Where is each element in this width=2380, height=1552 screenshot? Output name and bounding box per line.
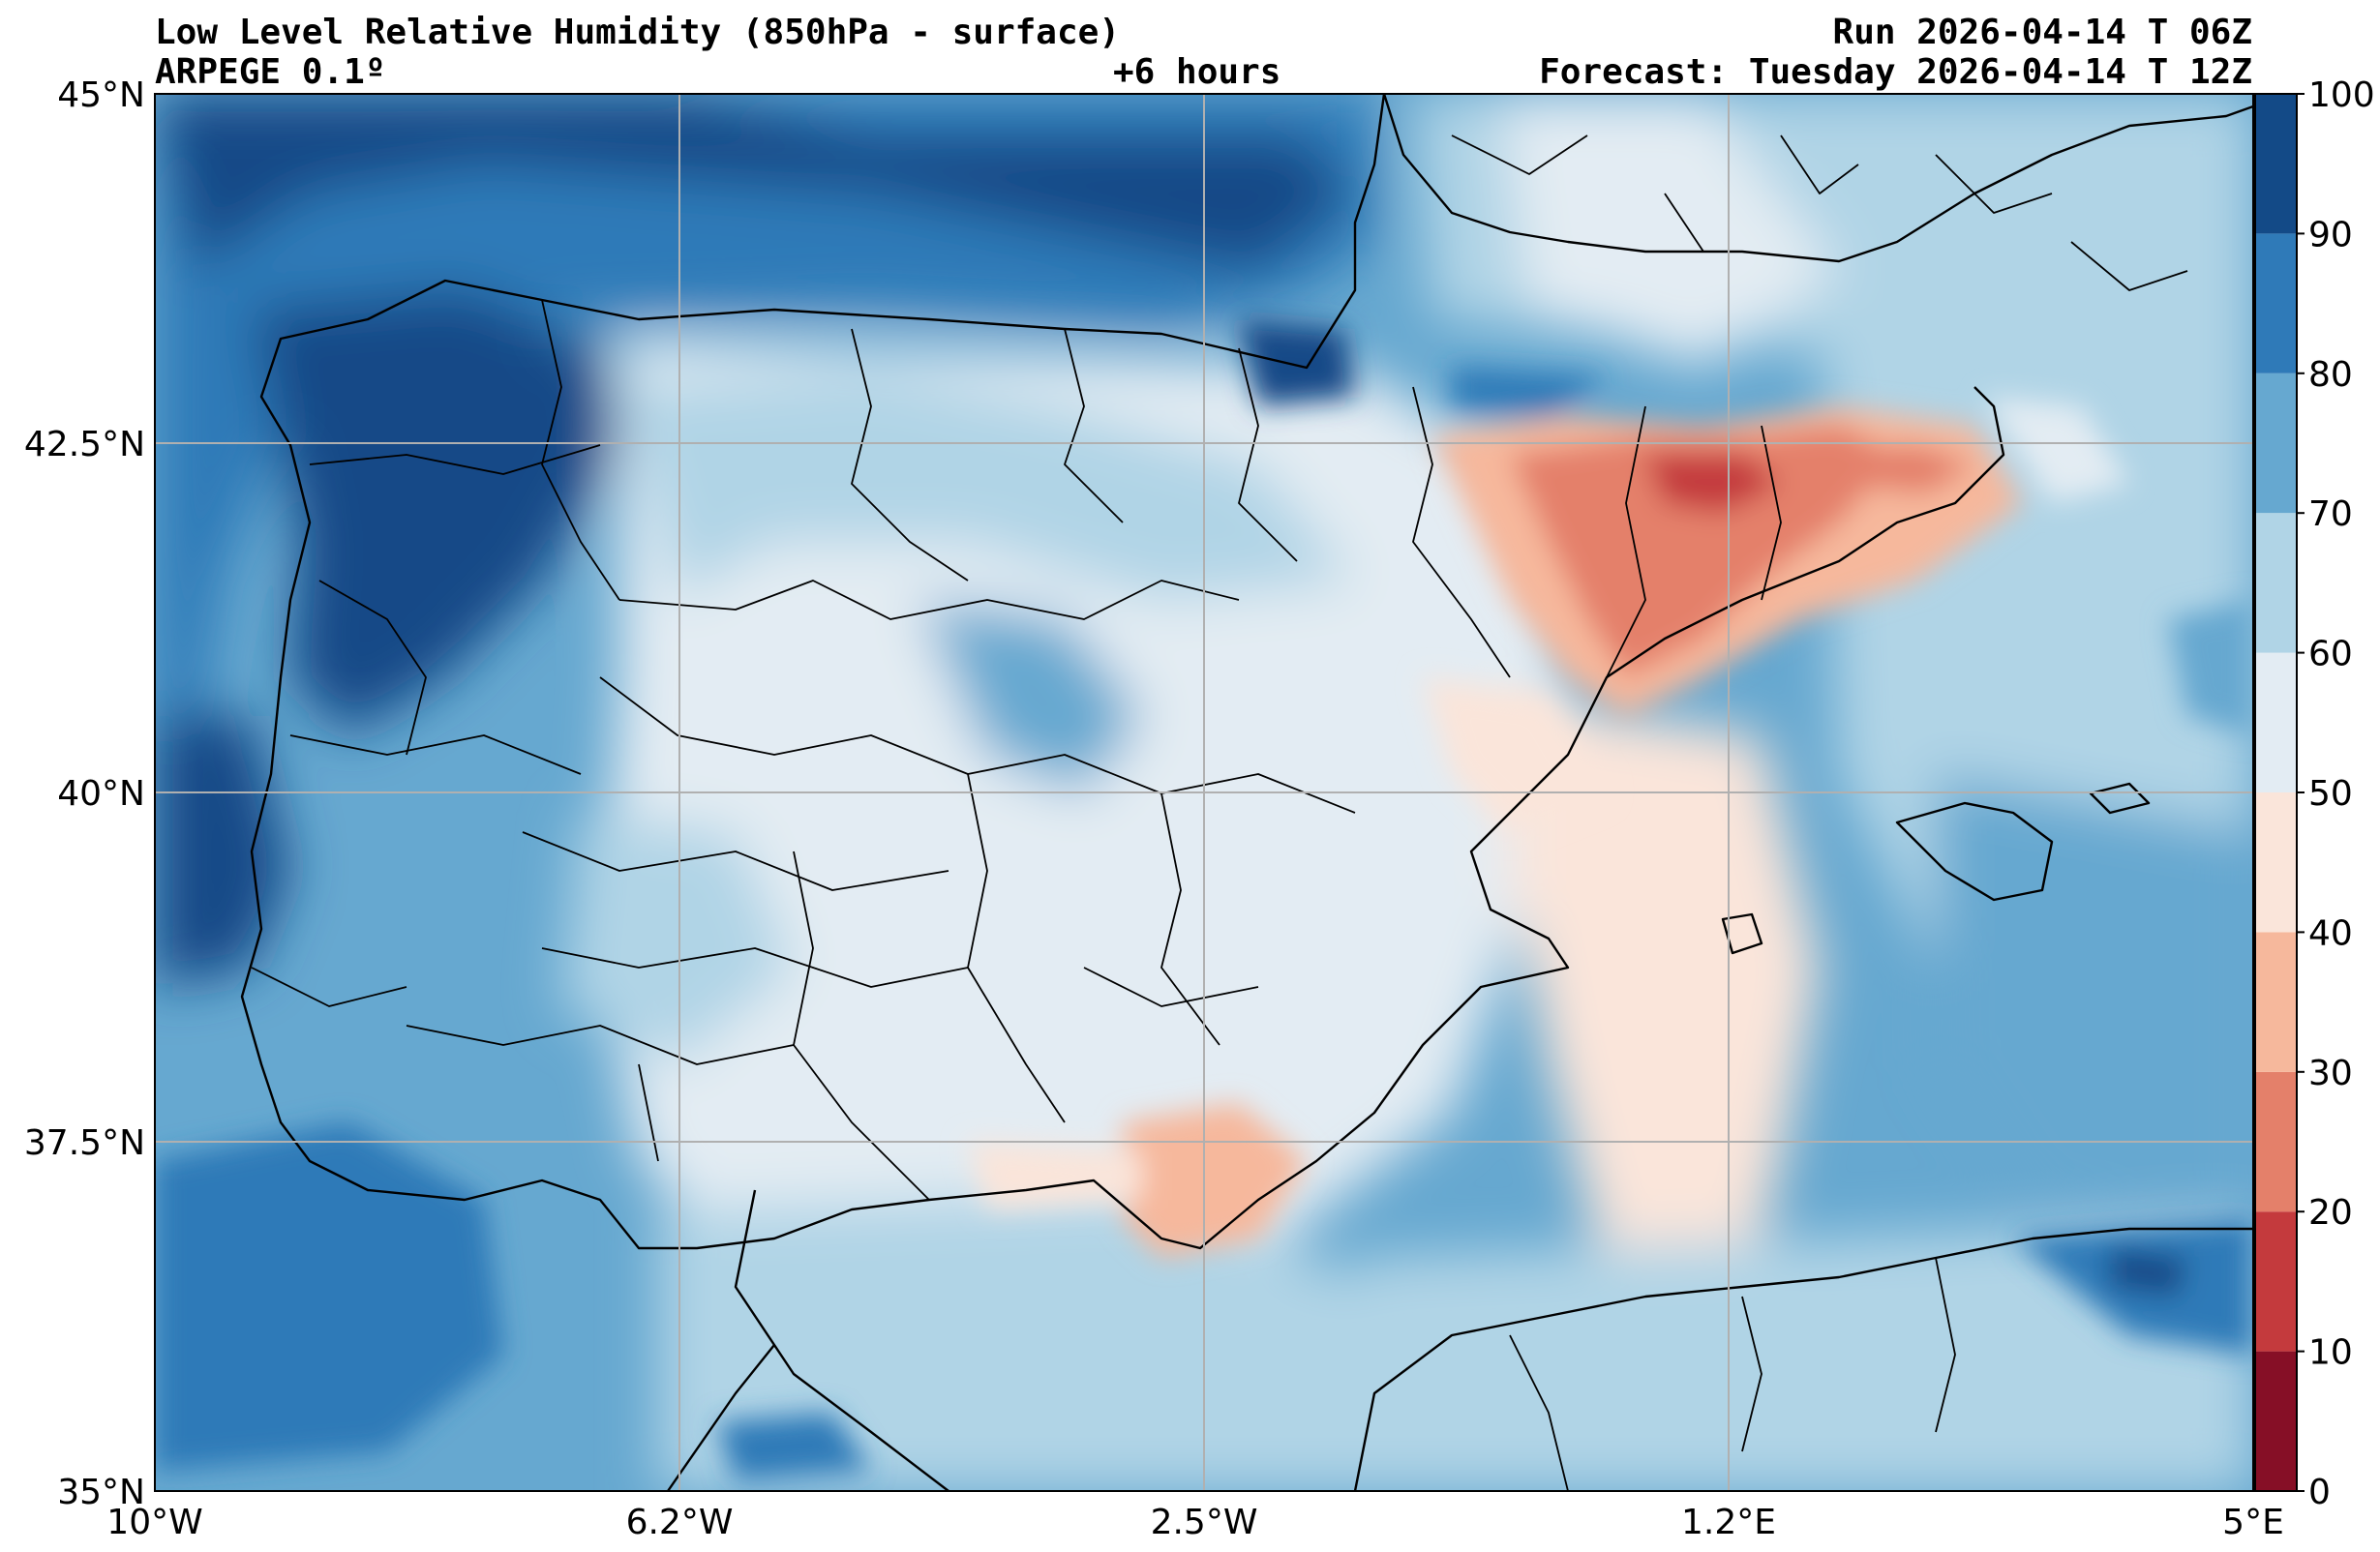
humidity-field xyxy=(155,94,2253,1491)
colorbar-label: 70 xyxy=(2308,494,2353,534)
colorbar-label: 50 xyxy=(2308,774,2353,814)
lat-tick-label: 40°N xyxy=(57,774,145,814)
colorbar-label: 60 xyxy=(2308,635,2353,674)
latitude-labels: 45°N 42.5°N 40°N 37.5°N 35°N xyxy=(24,75,145,1512)
colorbar-bin xyxy=(2255,932,2297,1072)
colorbar-label: 40 xyxy=(2308,913,2353,953)
lon-tick-label: 2.5°W xyxy=(1151,1503,1258,1542)
colorbar-label: 10 xyxy=(2308,1333,2353,1373)
colorbar-bin xyxy=(2255,1211,2297,1352)
colorbar-bin xyxy=(2255,792,2297,933)
colorbar-bin xyxy=(2255,373,2297,514)
colorbar-bin xyxy=(2255,233,2297,373)
colorbar-bin xyxy=(2255,94,2297,234)
gridlines xyxy=(155,94,2253,1491)
lon-tick-label: 6.2°W xyxy=(626,1503,734,1542)
lat-tick-label: 42.5°N xyxy=(24,425,145,464)
lat-tick-label: 37.5°N xyxy=(24,1123,145,1163)
colorbar: 0 10 20 30 40 50 60 70 80 90 100 xyxy=(2254,75,2375,1512)
colorbar-label: 30 xyxy=(2308,1054,2353,1093)
colorbar-label: 100 xyxy=(2308,75,2375,115)
colorbar-bin xyxy=(2255,652,2297,792)
forecast-time: Forecast: Tuesday 2026-04-14 T 12Z xyxy=(1539,52,2252,92)
lon-tick-label: 5°E xyxy=(2222,1503,2284,1542)
colorbar-bin xyxy=(2255,1071,2297,1212)
colorbar-label: 20 xyxy=(2308,1193,2353,1233)
colorbar-label: 0 xyxy=(2308,1473,2331,1512)
lat-tick-label: 35°N xyxy=(57,1473,145,1512)
lon-tick-label: 1.2°E xyxy=(1681,1503,1776,1542)
colorbar-bin xyxy=(2255,513,2297,653)
region-boundaries xyxy=(251,134,2188,1491)
map-title: Low Level Relative Humidity (850hPa - su… xyxy=(155,13,1120,52)
colorbar-label: 90 xyxy=(2308,215,2353,254)
colorbar-bin xyxy=(2255,1351,2297,1491)
lat-tick-label: 45°N xyxy=(57,75,145,115)
colorbar-label: 80 xyxy=(2308,355,2353,395)
lead-time: +6 hours xyxy=(1113,52,1281,92)
run-time: Run 2026-04-14 T 06Z xyxy=(1832,13,2252,52)
lon-tick-label: 10°W xyxy=(106,1503,202,1542)
map-frame xyxy=(154,93,2254,1492)
longitude-labels: 10°W 6.2°W 2.5°W 1.2°E 5°E xyxy=(106,1503,2284,1542)
model-name: ARPEGE 0.1º xyxy=(155,52,386,92)
